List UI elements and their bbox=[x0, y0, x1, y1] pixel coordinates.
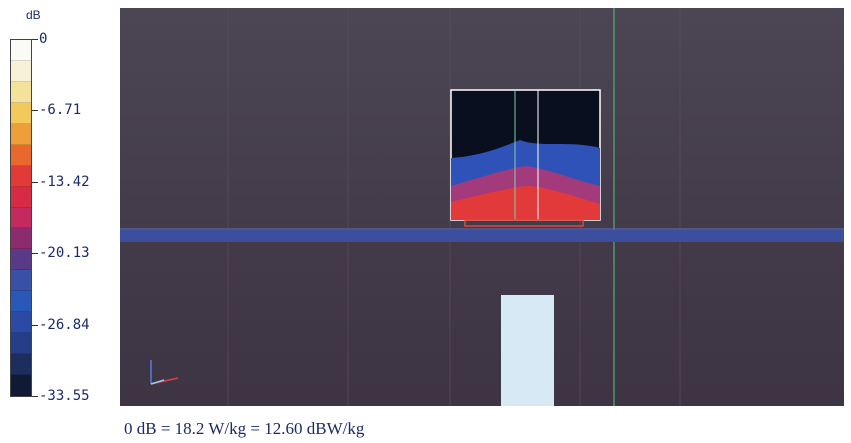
colorbar-tick-label: -13.42 bbox=[39, 173, 90, 190]
colorbar-swatch bbox=[11, 144, 31, 166]
colorbar-tick bbox=[32, 324, 38, 326]
colorbar-tick bbox=[32, 39, 38, 40]
colorbar-tick bbox=[32, 110, 38, 112]
colorbar-tick bbox=[32, 181, 38, 183]
colorbar-tick-label: 0 bbox=[39, 31, 48, 47]
phantom-block bbox=[501, 295, 554, 406]
colorbar-swatch bbox=[11, 312, 31, 334]
sar-plot-view bbox=[120, 8, 844, 406]
colorbar-tick-label: -6.71 bbox=[39, 102, 82, 119]
colorbar-swatch bbox=[11, 375, 31, 396]
legend-unit-label: dB bbox=[26, 8, 41, 22]
colorbar-swatch bbox=[11, 123, 31, 145]
colorbar-swatch bbox=[11, 186, 31, 208]
antenna-feed bbox=[464, 219, 584, 227]
axis-triad-icon bbox=[150, 360, 179, 385]
colorbar-tick-label: -20.13 bbox=[39, 245, 90, 262]
colorbar-swatch bbox=[11, 228, 31, 250]
colorbar bbox=[10, 39, 32, 397]
colorbar-swatch bbox=[11, 102, 31, 124]
colorbar-tick-label: -33.55 bbox=[39, 388, 90, 404]
colorbar-swatch bbox=[11, 249, 31, 271]
colorbar-tick bbox=[32, 396, 38, 397]
reference-level-note: 0 dB = 18.2 W/kg = 12.60 dBW/kg bbox=[124, 419, 365, 438]
colorbar-swatch bbox=[11, 354, 31, 375]
sar-plot-svg bbox=[120, 8, 844, 406]
colorbar-swatch bbox=[11, 81, 31, 103]
colorbar-tick bbox=[32, 253, 38, 255]
colorbar-swatch bbox=[11, 291, 31, 313]
sar-inset bbox=[450, 89, 601, 227]
tissue-band bbox=[120, 230, 844, 242]
colorbar-swatch bbox=[11, 270, 31, 292]
colorbar-swatch bbox=[11, 60, 31, 82]
colorbar-swatch bbox=[11, 165, 31, 187]
sar-contour-red bbox=[451, 186, 600, 220]
colorbar-tick-label: -26.84 bbox=[39, 316, 90, 333]
colorbar-swatch bbox=[11, 40, 31, 61]
tissue-band-edge bbox=[120, 228, 844, 230]
colorbar-swatch bbox=[11, 333, 31, 355]
colorbar-swatch bbox=[11, 207, 31, 229]
